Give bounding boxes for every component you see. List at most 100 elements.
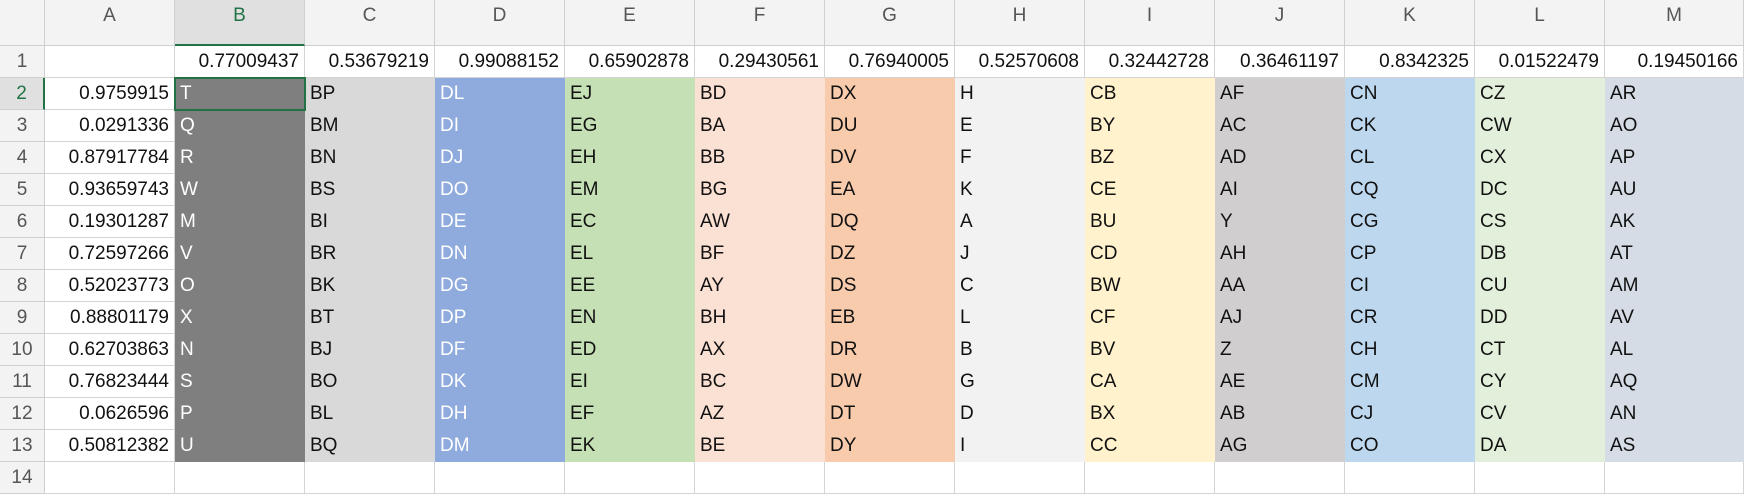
cell[interactable]: AK <box>1605 206 1744 238</box>
cell[interactable]: CW <box>1475 110 1605 142</box>
cell[interactable]: DE <box>435 206 565 238</box>
cell[interactable]: I <box>955 430 1085 462</box>
cell[interactable]: BK <box>305 270 435 302</box>
cell[interactable]: DZ <box>825 238 955 270</box>
cell[interactable]: AG <box>1215 430 1345 462</box>
cell[interactable]: DV <box>825 142 955 174</box>
cell[interactable]: 0.9759915 <box>45 78 175 110</box>
cell[interactable]: 0.52570608 <box>955 46 1085 78</box>
cell[interactable]: 0.99088152 <box>435 46 565 78</box>
cell[interactable]: N <box>175 334 305 366</box>
cell[interactable]: AJ <box>1215 302 1345 334</box>
cell[interactable]: BM <box>305 110 435 142</box>
cell[interactable]: AZ <box>695 398 825 430</box>
cell[interactable]: AH <box>1215 238 1345 270</box>
cell[interactable]: EH <box>565 142 695 174</box>
row-header[interactable]: 8 <box>0 270 45 302</box>
cell[interactable]: R <box>175 142 305 174</box>
cell[interactable]: H <box>955 78 1085 110</box>
cell[interactable]: BZ <box>1085 142 1215 174</box>
cell[interactable]: BC <box>695 366 825 398</box>
cell[interactable]: CU <box>1475 270 1605 302</box>
cell[interactable]: 0.77009437 <box>175 46 305 78</box>
cell[interactable] <box>175 462 305 494</box>
cell[interactable]: CJ <box>1345 398 1475 430</box>
cell[interactable]: DS <box>825 270 955 302</box>
cell[interactable] <box>825 462 955 494</box>
cell[interactable] <box>435 462 565 494</box>
row-header[interactable]: 4 <box>0 142 45 174</box>
cell[interactable]: BR <box>305 238 435 270</box>
cell[interactable]: AE <box>1215 366 1345 398</box>
column-header[interactable]: K <box>1345 0 1475 46</box>
row-header[interactable]: 6 <box>0 206 45 238</box>
cell[interactable]: BI <box>305 206 435 238</box>
column-header[interactable]: B <box>175 0 305 46</box>
cell[interactable]: K <box>955 174 1085 206</box>
cell[interactable]: CC <box>1085 430 1215 462</box>
cell[interactable]: DB <box>1475 238 1605 270</box>
cell[interactable] <box>1085 462 1215 494</box>
cell[interactable]: EB <box>825 302 955 334</box>
cell[interactable]: 0.93659743 <box>45 174 175 206</box>
cell[interactable]: BY <box>1085 110 1215 142</box>
cell[interactable]: 0.53679219 <box>305 46 435 78</box>
cell[interactable]: CR <box>1345 302 1475 334</box>
cell[interactable]: CK <box>1345 110 1475 142</box>
cell[interactable]: CP <box>1345 238 1475 270</box>
cell[interactable]: CX <box>1475 142 1605 174</box>
cell[interactable]: M <box>175 206 305 238</box>
cell[interactable]: Z <box>1215 334 1345 366</box>
cell[interactable]: BO <box>305 366 435 398</box>
cell[interactable]: BE <box>695 430 825 462</box>
cell[interactable]: 0.01522479 <box>1475 46 1605 78</box>
cell[interactable]: W <box>175 174 305 206</box>
cell[interactable]: L <box>955 302 1085 334</box>
cell[interactable]: BL <box>305 398 435 430</box>
row-header[interactable]: 9 <box>0 302 45 334</box>
cell[interactable]: DU <box>825 110 955 142</box>
cell[interactable]: DG <box>435 270 565 302</box>
cell[interactable] <box>1605 462 1744 494</box>
cell[interactable]: BG <box>695 174 825 206</box>
row-header[interactable]: 12 <box>0 398 45 430</box>
cell[interactable]: CY <box>1475 366 1605 398</box>
cell[interactable]: 0.0626596 <box>45 398 175 430</box>
row-header[interactable]: 3 <box>0 110 45 142</box>
cell[interactable]: DP <box>435 302 565 334</box>
cell[interactable]: CB <box>1085 78 1215 110</box>
cell[interactable]: T <box>175 78 305 110</box>
cell[interactable]: 0.19450166 <box>1605 46 1744 78</box>
cell[interactable]: BJ <box>305 334 435 366</box>
column-header[interactable]: I <box>1085 0 1215 46</box>
cell[interactable]: EN <box>565 302 695 334</box>
cell[interactable]: AY <box>695 270 825 302</box>
cell[interactable]: EF <box>565 398 695 430</box>
column-header[interactable]: G <box>825 0 955 46</box>
cell[interactable]: DX <box>825 78 955 110</box>
cell[interactable]: DW <box>825 366 955 398</box>
cell[interactable]: CA <box>1085 366 1215 398</box>
column-header[interactable]: L <box>1475 0 1605 46</box>
cell[interactable]: BP <box>305 78 435 110</box>
cell[interactable]: AL <box>1605 334 1744 366</box>
cell[interactable]: U <box>175 430 305 462</box>
cell[interactable]: Y <box>1215 206 1345 238</box>
cell[interactable]: V <box>175 238 305 270</box>
cell[interactable]: CQ <box>1345 174 1475 206</box>
corner[interactable] <box>0 0 45 46</box>
cell[interactable]: AF <box>1215 78 1345 110</box>
column-header[interactable]: F <box>695 0 825 46</box>
cell[interactable]: 0.36461197 <box>1215 46 1345 78</box>
cell[interactable]: 0.0291336 <box>45 110 175 142</box>
cell[interactable]: DF <box>435 334 565 366</box>
cell[interactable]: 0.8342325 <box>1345 46 1475 78</box>
cell[interactable]: DD <box>1475 302 1605 334</box>
row-header[interactable]: 2 <box>0 78 45 110</box>
cell[interactable]: BA <box>695 110 825 142</box>
cell[interactable]: EI <box>565 366 695 398</box>
cell[interactable]: BW <box>1085 270 1215 302</box>
cell[interactable]: J <box>955 238 1085 270</box>
cell[interactable]: 0.88801179 <box>45 302 175 334</box>
cell[interactable] <box>1345 462 1475 494</box>
